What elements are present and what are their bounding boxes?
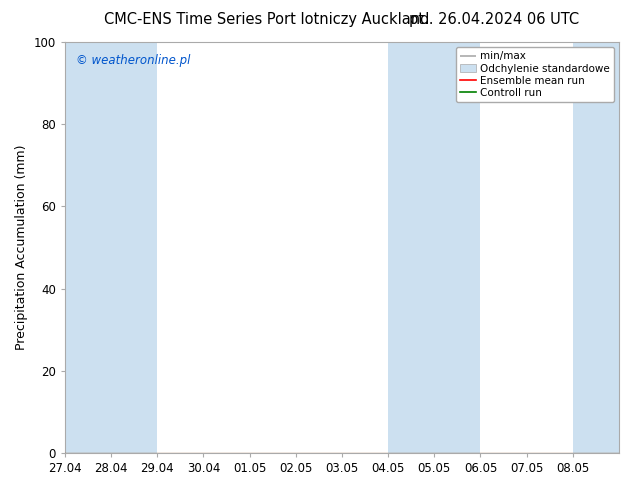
Text: pt.. 26.04.2024 06 UTC: pt.. 26.04.2024 06 UTC	[410, 12, 579, 27]
Legend: min/max, Odchylenie standardowe, Ensemble mean run, Controll run: min/max, Odchylenie standardowe, Ensembl…	[456, 47, 614, 102]
Bar	[65, 42, 157, 453]
Text: CMC-ENS Time Series Port lotniczy Auckland: CMC-ENS Time Series Port lotniczy Auckla…	[103, 12, 429, 27]
Y-axis label: Precipitation Accumulation (mm): Precipitation Accumulation (mm)	[15, 145, 28, 350]
Bar	[388, 42, 481, 453]
Bar	[573, 42, 619, 453]
Text: © weatheronline.pl: © weatheronline.pl	[76, 54, 190, 68]
